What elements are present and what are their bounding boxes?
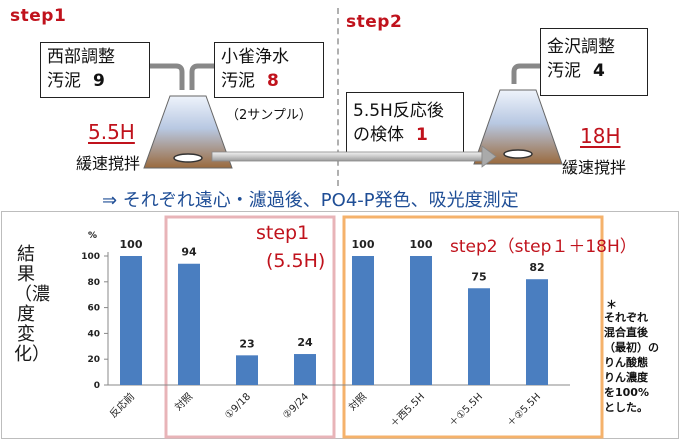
bar xyxy=(178,263,200,385)
transfer-arrowhead xyxy=(481,145,497,168)
y-tick-label: 100 xyxy=(81,252,100,262)
box-kanazawa-sludge: 金沢調整 汚泥 4 xyxy=(540,28,648,96)
process-description: ⇒ それぞれ遠心・濾過後、PO4-P発色、吸光度測定 xyxy=(102,190,519,211)
footnote-mark: ＊ xyxy=(606,298,617,311)
box-sample-line2-row: の検体 1 xyxy=(353,123,457,147)
bar-data-label: 75 xyxy=(471,270,486,283)
left-stirrer-bar xyxy=(173,153,203,163)
bar-data-label: 100 xyxy=(352,238,375,251)
x-tick-label: ①9/18 xyxy=(223,391,253,421)
y-tick-label: 40 xyxy=(87,329,100,339)
box-kosuzume-line2: 汚泥 xyxy=(221,71,255,91)
box-sample-count: 1 xyxy=(416,125,428,145)
box-kanazawa-count: 4 xyxy=(593,61,605,81)
box-sample: 5.5H反応後 の検体 1 xyxy=(346,92,464,156)
bar-chart: % 0 20 40 60 80 100 100 反応前 94 対照 23 ①9/18 24 ②9/24 10… xyxy=(81,215,604,439)
flow-diagram xyxy=(143,63,563,169)
step1-frame xyxy=(164,215,336,439)
box-kosuzume-line1: 小雀浄水 xyxy=(221,47,289,67)
x-tick-label: 対照 xyxy=(346,390,369,413)
bar xyxy=(236,355,258,385)
step-divider xyxy=(337,8,339,186)
footnote-line: を100% xyxy=(604,386,649,399)
step2-frame xyxy=(342,215,604,439)
box-seibu-sludge: 西部調整 汚泥 9 xyxy=(40,42,150,98)
right-stirrer-bar xyxy=(503,149,533,159)
box-seibu-line1: 西部調整 xyxy=(47,47,115,67)
group1-label-line2: (5.5H) xyxy=(266,250,326,272)
y-tick-label: 20 xyxy=(87,355,100,365)
x-tick-label: 対照 xyxy=(172,390,195,413)
footnote-line: りん濃度 xyxy=(604,371,648,384)
box-kosuzume-line2-row: 汚泥 8 xyxy=(221,69,317,93)
box-kanazawa-line1: 金沢調整 xyxy=(547,37,615,57)
box-kanazawa-line2: 汚泥 xyxy=(547,61,581,81)
footnote: それぞれ 混合直後 （最初）の りん酸態 りん濃度 を100% とした。 xyxy=(604,310,678,415)
footnote-line: とした。 xyxy=(604,401,648,414)
box-seibu-count: 9 xyxy=(93,71,105,91)
box-seibu-line2: 汚泥 xyxy=(47,71,81,91)
box-kosuzume-sludge: 小雀浄水 汚泥 8 xyxy=(214,42,324,98)
x-tick-label: 反応前 xyxy=(107,390,137,420)
y-tick-label: 80 xyxy=(87,278,100,288)
bar xyxy=(294,354,316,385)
box-sample-line1: 5.5H反応後 xyxy=(353,101,444,121)
step1-header: step1 xyxy=(10,6,67,26)
right-reactor xyxy=(473,89,563,165)
inflow-arrow-seibu xyxy=(150,63,185,90)
bar-data-label: 100 xyxy=(120,238,143,251)
footnote-line: それぞれ xyxy=(604,311,648,324)
bar xyxy=(526,279,548,385)
right-hour-label: 18H xyxy=(580,124,621,148)
bar xyxy=(410,256,432,385)
x-tick-label: ＋西5.5H xyxy=(389,391,427,429)
footnote-line: （最初）の xyxy=(604,341,659,354)
x-tick-label: ＋②5.5H xyxy=(505,391,543,429)
bar-data-label: 23 xyxy=(239,337,254,350)
right-stir-label: 緩速撹拌 xyxy=(562,158,627,177)
y-tick-label: 60 xyxy=(87,304,100,314)
box-sample-line2: の検体 xyxy=(353,125,404,145)
group1-label-line1: step1 xyxy=(256,222,310,244)
inflow-arrow-kanazawa xyxy=(511,63,540,84)
bar xyxy=(120,256,142,385)
y-axis-unit: % xyxy=(88,231,97,241)
left-hour-label: 5.5H xyxy=(88,120,135,144)
bar-data-label: 24 xyxy=(297,336,313,349)
inflow-arrow-kosuzume xyxy=(189,63,214,90)
left-reactor xyxy=(143,95,233,169)
bar-data-label: 94 xyxy=(181,246,197,259)
box-kosuzume-count: 8 xyxy=(267,71,279,91)
bar-data-label: 100 xyxy=(410,238,433,251)
x-tick-label: ＋①5.5H xyxy=(447,391,485,429)
group2-label: step2（step１＋18H） xyxy=(450,237,637,257)
footnote-line: りん酸態 xyxy=(604,356,648,369)
transfer-pipe xyxy=(211,151,483,162)
chart-panel xyxy=(1,211,679,439)
bar-data-label: 82 xyxy=(529,261,544,274)
footnote-line: 混合直後 xyxy=(604,326,648,339)
box-seibu-line2-row: 汚泥 9 xyxy=(47,69,143,93)
bar xyxy=(352,256,374,385)
step2-header: step2 xyxy=(346,12,403,32)
box-kosuzume-note: （2サンプル） xyxy=(226,108,312,123)
x-tick-label: ②9/24 xyxy=(281,391,311,421)
left-stir-label: 緩速撹拌 xyxy=(76,154,141,173)
y-tick-label: 0 xyxy=(94,381,100,391)
bar xyxy=(468,288,490,385)
box-kanazawa-line2-row: 汚泥 4 xyxy=(547,59,641,83)
